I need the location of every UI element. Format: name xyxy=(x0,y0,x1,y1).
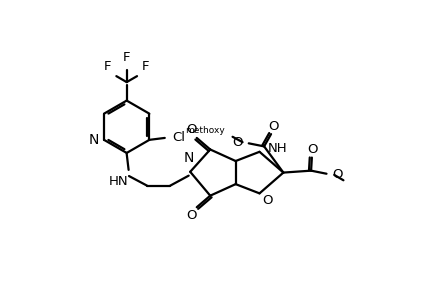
Text: F: F xyxy=(141,60,149,73)
Text: NH: NH xyxy=(267,142,287,155)
Text: O: O xyxy=(267,120,278,133)
Text: O: O xyxy=(186,123,196,136)
Text: F: F xyxy=(104,60,111,73)
Text: Cl: Cl xyxy=(172,131,185,144)
Text: methoxy: methoxy xyxy=(185,126,224,135)
Text: HN: HN xyxy=(108,175,128,187)
Text: O: O xyxy=(232,136,242,149)
Text: N: N xyxy=(88,133,99,147)
Text: O: O xyxy=(307,143,317,156)
Text: O: O xyxy=(186,209,196,222)
Text: N: N xyxy=(183,151,194,165)
Text: O: O xyxy=(262,194,273,207)
Text: O: O xyxy=(332,168,342,181)
Text: F: F xyxy=(123,52,130,65)
